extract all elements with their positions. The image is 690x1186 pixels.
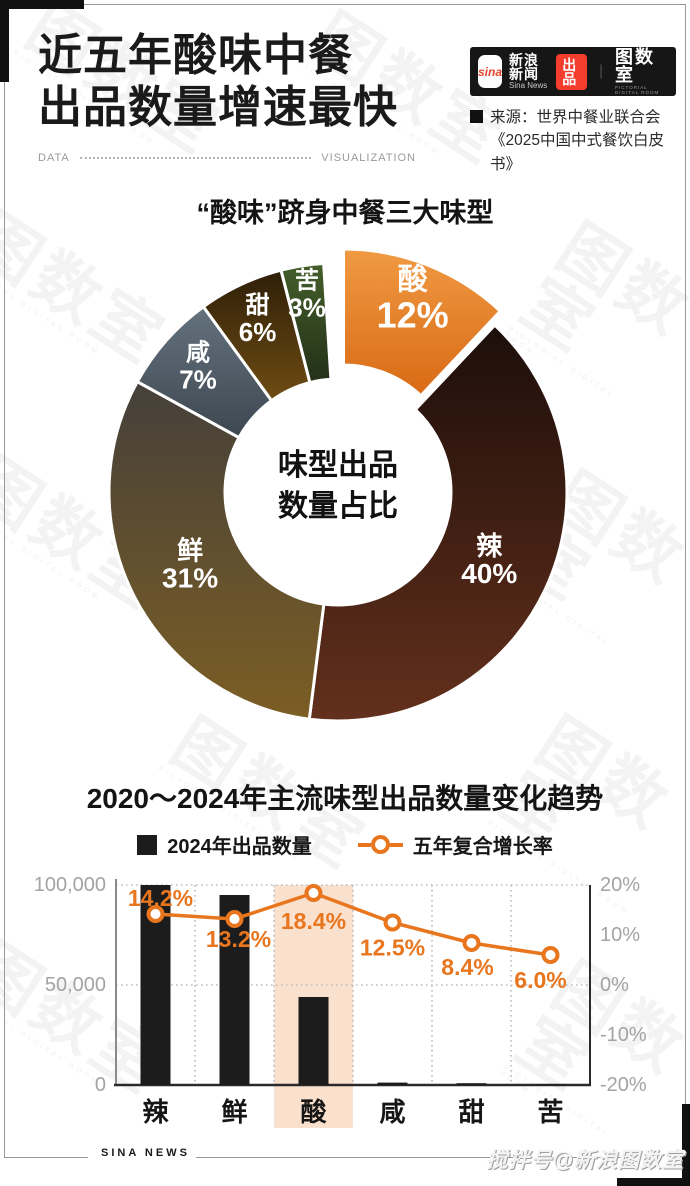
footer-sina-news: SINA NEWS — [95, 1147, 196, 1159]
slice-value: 40% — [461, 558, 517, 589]
brand-name-en: Sina News — [509, 80, 548, 90]
slice-label: 酸 — [398, 263, 429, 296]
studio-logo: 图数室 PICTORIAL DIGITAL ROOM — [615, 48, 668, 95]
line-point-咸 — [383, 913, 402, 932]
category-label-酸: 酸 — [300, 1097, 327, 1127]
sina-icon: sina — [478, 55, 503, 88]
bar-series-label: 2024年出品数量 — [167, 836, 312, 858]
frame-right — [685, 4, 686, 1157]
studio-name: 图数室 — [615, 47, 656, 85]
data-visualization-divider: DATA VISUALIZATION — [38, 152, 416, 164]
line-data-label: 18.4% — [281, 908, 346, 934]
left-axis-tick: 0 — [95, 1074, 106, 1096]
slice-label: 甜 — [246, 292, 270, 319]
slice-value: 3% — [288, 292, 326, 322]
frame-bottom-left-segment — [4, 1157, 88, 1158]
growth-line — [155, 891, 551, 957]
slice-value: 7% — [179, 365, 217, 395]
sina-logo-bar: sina 新浪新闻 Sina News 出品 ｜ 图数室 PICTORIAL D… — [470, 47, 676, 96]
donut-chart-title: “酸味”跻身中餐三大味型 — [196, 198, 494, 228]
slice-label: 苦 — [295, 267, 319, 294]
slice-value: 31% — [162, 562, 218, 593]
source-text: 来源：世界中餐业联合会《2025中国中式餐饮白皮书》 — [490, 109, 664, 173]
category-label-甜: 甜 — [458, 1097, 484, 1127]
trend-chart-title: 2020～2024年主流味型出品数量变化趋势 — [86, 783, 604, 814]
right-axis-tick: 10% — [600, 924, 640, 946]
donut-center-line1: 味型出品 — [278, 449, 398, 482]
bar-酸 — [298, 997, 329, 1085]
right-axis-tick: -10% — [600, 1024, 647, 1046]
frame-bottom-right-segment — [182, 1157, 624, 1158]
line-point-苦 — [541, 946, 560, 964]
bar-咸 — [377, 1082, 408, 1085]
category-label-苦: 苦 — [537, 1097, 563, 1127]
line-data-label: 14.2% — [128, 885, 193, 911]
line-point-辣 — [146, 905, 165, 923]
bar-series-swatch-icon — [137, 834, 158, 855]
slice-value: 6% — [239, 317, 277, 347]
bar-甜 — [456, 1083, 487, 1085]
legend-item-line: 五年复合增长率 — [357, 830, 553, 859]
corner-bracket-top-left-h — [0, 0, 84, 9]
slice-value: 12% — [377, 294, 449, 335]
line-series-marker-icon — [357, 835, 403, 854]
line-data-label: 6.0% — [514, 967, 566, 993]
dotted-leader — [79, 157, 312, 159]
corner-bracket-bottom-right-h — [617, 1178, 690, 1186]
trend-chart-svg: 100,000 50,000 0 20% 10% 0% -10% -20% 14.2% 13.2%… — [34, 874, 647, 1128]
studio-subtitle: PICTORIAL DIGITAL ROOM — [615, 85, 660, 95]
frame-top — [4, 4, 686, 5]
right-axis-tick: -20% — [600, 1074, 647, 1096]
donut-center-circle — [224, 378, 452, 606]
line-series-label: 五年复合增长率 — [412, 836, 553, 858]
trend-chart-legend: 2024年出品数量 五年复合增长率 — [0, 830, 690, 859]
bar-苦 — [535, 1084, 566, 1085]
line-data-label: 12.5% — [360, 935, 425, 961]
legend-item-bar: 2024年出品数量 — [137, 830, 312, 859]
donut-chart-svg: 酸12% 辣40% 鲜31% 咸7% 甜6% 苦3% — [107, 248, 569, 723]
category-label-辣: 辣 — [142, 1097, 169, 1127]
line-data-label: 8.4% — [441, 954, 493, 980]
left-axis-tick: 100,000 — [34, 874, 106, 896]
brand-name: 新浪新闻 — [509, 51, 540, 83]
page-title-line2: 出品数量增速最快 — [38, 83, 398, 132]
line-point-甜 — [462, 934, 481, 952]
corner-bracket-top-left-v — [0, 0, 9, 82]
right-axis-tick: 0% — [600, 974, 629, 996]
footer-watermark-handle: 搅拌号@新浪图数室 — [486, 1149, 684, 1172]
brand-block: 新浪新闻 Sina News — [509, 51, 549, 91]
page-title-line1: 近五年酸味中餐 — [38, 31, 353, 80]
category-label-咸: 咸 — [379, 1097, 405, 1127]
chupin-badge: 出品 — [556, 53, 588, 90]
category-label-鲜: 鲜 — [221, 1097, 247, 1127]
page-title: 近五年酸味中餐 出品数量增速最快 — [38, 30, 398, 134]
donut-center-label: 味型出品 数量占比 — [188, 445, 488, 528]
divider-label-data: DATA — [38, 152, 70, 164]
logo-separator: ｜ — [594, 63, 609, 80]
square-bullet-icon — [470, 110, 483, 123]
slice-label: 辣 — [476, 531, 503, 561]
frame-left — [4, 4, 5, 1157]
divider-label-visualization: VISUALIZATION — [321, 152, 416, 164]
source-note: 来源：世界中餐业联合会《2025中国中式餐饮白皮书》 — [470, 106, 678, 176]
donut-center-line2: 数量占比 — [278, 490, 398, 524]
line-point-酸 — [304, 884, 323, 902]
line-point-鲜 — [225, 910, 244, 928]
corner-bracket-bottom-right-v — [682, 1104, 690, 1186]
donut-slice-酸 — [342, 248, 502, 398]
slice-label: 鲜 — [177, 535, 203, 565]
left-axis-tick: 50,000 — [45, 974, 106, 996]
slice-label: 咸 — [186, 340, 210, 367]
right-axis-tick: 20% — [600, 874, 640, 896]
line-data-label: 13.2% — [206, 926, 271, 952]
